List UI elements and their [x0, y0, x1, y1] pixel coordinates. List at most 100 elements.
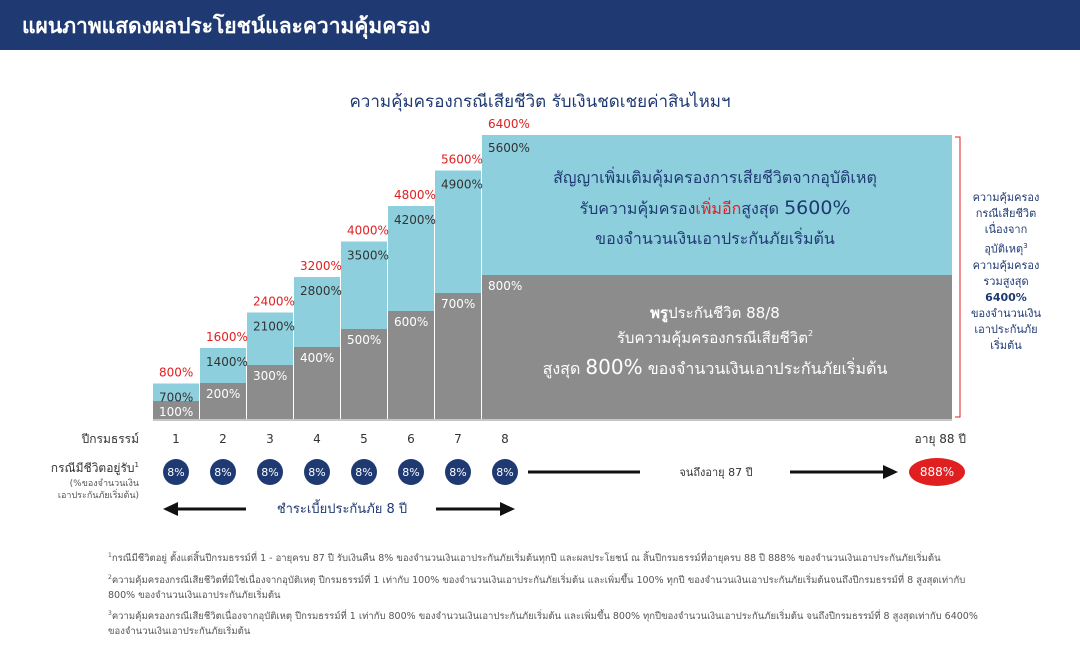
footnote-text: ความคุ้มครองกรณีเสียชีวิตเนื่องจากอุบัติ… [108, 611, 978, 638]
survival-circle-4 [304, 459, 330, 485]
arrow-right-icon [883, 465, 898, 479]
benefit-chart: 700%100% 800% 1400% 200% 1 600% 2100% 300% 2400%… [51, 117, 966, 517]
gray-box-text: รับความคุ้มครองกรณีเสียชีวิต [617, 329, 808, 348]
survival-circle-1 [163, 459, 189, 485]
gray-box-text: สูงสุด [543, 359, 586, 379]
side-note-line: กรณีเสียชีวิต [975, 207, 1037, 220]
premium-row: ชำระเบี้ยประกันภัย 8 ปี [163, 499, 515, 517]
side-note-line: เนื่องจาก [984, 223, 1028, 236]
page-title: แผนภาพแสดงผลประโยชน์และความคุ้มครอง [22, 14, 431, 38]
premium-label: ชำระเบี้ยประกันภัย 8 ปี [277, 499, 407, 517]
survival-value-1: 8% [167, 466, 184, 479]
bars-group [153, 135, 952, 419]
label-blue-2: 1400% [206, 355, 248, 369]
footnote-sup: 1 [108, 552, 112, 559]
bar-gray-8 [482, 275, 952, 419]
bar-blue-5 [341, 241, 387, 329]
label-gray-5: 500% [347, 333, 381, 347]
bar-blue-4 [294, 277, 340, 347]
label-total-4: 3200% [300, 259, 342, 273]
bar-blue-6 [388, 206, 434, 311]
blue-box-text: สูงสุด [741, 199, 784, 219]
bar-gray-6 [388, 311, 434, 419]
label-gray-6: 600% [394, 315, 428, 329]
side-note-line: อุบัติเหตุ3 [962, 238, 1050, 258]
arrow-right-icon [500, 502, 515, 516]
bar-blue-7 [435, 170, 481, 293]
survival-value-8: 8% [496, 466, 513, 479]
x-tick-3: 3 [266, 432, 274, 446]
label-blue-3: 2100% [253, 320, 295, 334]
x-axis-title: ปีกรมธรรม์ [81, 432, 139, 446]
bar-blue-2 [200, 348, 246, 383]
side-note-sup: 3 [1023, 242, 1028, 250]
final-benefit-value: 888% [920, 465, 954, 479]
footnote-3: 3ความคุ้มครองกรณีเสียชีวิตเนื่องจากอุบัต… [108, 606, 988, 639]
survival-label-sup: 1 [135, 461, 139, 469]
survival-circle-6 [398, 459, 424, 485]
survival-circle-2 [210, 459, 236, 485]
side-note-line: ของจำนวนเงิน [971, 306, 1041, 320]
bar-gray-1 [153, 401, 199, 419]
label-gray-2: 200% [206, 387, 240, 401]
label-total-5: 4000% [347, 224, 389, 238]
blue-box-line3: ของจำนวนเงินเอาประกันภัยเริ่มต้น [595, 227, 835, 248]
survival-circle-5 [351, 459, 377, 485]
gray-box-text: ประกันชีวิต 88/8 [668, 304, 780, 322]
footnote-sup: 3 [108, 610, 112, 617]
survival-sub2: เอาประกันภัยเริ่มต้น) [58, 488, 139, 501]
bar-gray-7 [435, 293, 481, 419]
arrow-left-icon [163, 502, 178, 516]
footnote-2: 2ความคุ้มครองกรณีเสียชีวิตที่มิใช่เนื่อง… [108, 570, 988, 603]
label-gray-3: 300% [253, 369, 287, 383]
x-tick-7: 7 [454, 432, 462, 446]
labels-group: 700%100%800%1400%200%1600%2100%300%2400%… [159, 117, 530, 419]
label-blue-1: 700% [159, 391, 193, 405]
summary-boxes: สัญญาเพิ่มเติมคุ้มครองการเสียชีวิตจากอุบ… [543, 166, 888, 379]
survival-value-7: 8% [449, 466, 466, 479]
side-note-line: เริ่มต้น [990, 338, 1022, 352]
label-total-8: 6400% [488, 117, 530, 131]
label-total-6: 4800% [394, 188, 436, 202]
footnote-1: 1กรณีมีชีวิตอยู่ ตั้งแต่สิ้นปีกรมธรรม์ที… [108, 548, 988, 566]
bracket [955, 136, 961, 418]
gray-box-max: 800% [585, 355, 642, 379]
footnote-text: กรณีมีชีวิตอยู่ ตั้งแต่สิ้นปีกรมธรรม์ที่… [111, 553, 941, 565]
label-total-7: 5600% [441, 153, 483, 167]
label-blue-8: 5600% [488, 141, 530, 155]
x-axis: 1 2 3 4 5 6 7 8 ปีกรมธรรม์ อายุ 88 ปี [81, 136, 966, 447]
gray-box-line1: พรูประกันชีวิต 88/8 [650, 304, 780, 323]
survival-value-2: 8% [214, 466, 231, 479]
label-blue-5: 3500% [347, 249, 389, 263]
survival-until: จนถึงอายุ 87 ปี [679, 466, 752, 479]
bar-gray-2 [200, 383, 246, 419]
blue-box-line2: รับความคุ้มครองเพิ่มอีกสูงสุด 5600% [579, 197, 850, 219]
side-note-line: เอาประกันภัย [974, 322, 1038, 336]
bar-blue-1 [153, 383, 199, 401]
bar-blue-8 [482, 135, 952, 275]
bar-gray-5 [341, 329, 387, 419]
label-gray-8: 800% [488, 279, 522, 293]
side-note-text: อุบัติเหตุ [984, 242, 1024, 256]
label-total-1: 800% [159, 366, 193, 380]
final-benefit-badge [909, 458, 965, 486]
survival-label-text: กรณีมีชีวิตอยู่รับ [51, 461, 135, 476]
side-note-line: รวมสูงสุด [983, 274, 1029, 288]
blue-box-text: รับความคุ้มครอง [579, 199, 695, 219]
x-tick-4: 4 [313, 432, 321, 446]
footnote-sup: 2 [108, 574, 112, 581]
survival-circle-7 [445, 459, 471, 485]
gray-box-line2: รับความคุ้มครองกรณีเสียชีวิต2 [617, 329, 813, 348]
label-blue-6: 4200% [394, 213, 436, 227]
label-gray-1: 100% [159, 405, 193, 419]
survival-sub1: (%ของจำนวนเงิน [70, 478, 139, 489]
gray-box-brand: พรู [650, 304, 669, 323]
x-tick-1: 1 [172, 432, 180, 446]
bar-blue-3 [247, 312, 293, 365]
survival-value-3: 8% [261, 466, 278, 479]
survival-circle-8 [492, 459, 518, 485]
gray-box-sup: 2 [808, 329, 813, 338]
side-note-line: ความคุ้มครอง [972, 191, 1040, 204]
label-total-3: 2400% [253, 295, 295, 309]
survival-value-5: 8% [355, 466, 372, 479]
